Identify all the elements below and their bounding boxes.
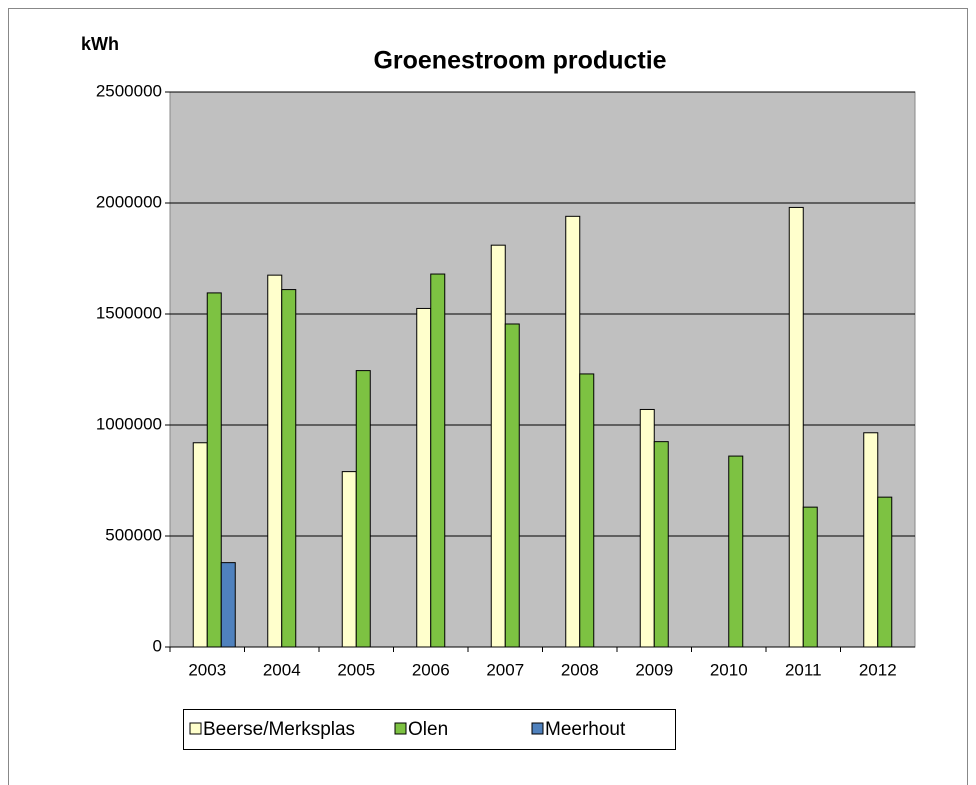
bar [653, 441, 669, 648]
bar [341, 471, 357, 648]
bar [192, 442, 208, 648]
bar [579, 373, 595, 648]
legend-swatch [394, 722, 407, 735]
legend-swatch [531, 722, 544, 735]
y-tick-label: 2000000 [96, 192, 162, 211]
legend-label: Olen [408, 719, 448, 740]
y-tick-label: 500000 [105, 525, 162, 544]
bar [430, 273, 446, 648]
x-tick-label: 2012 [859, 660, 897, 679]
bar [565, 215, 581, 648]
bar [206, 292, 222, 648]
x-tick-label: 2008 [561, 660, 599, 679]
y-tick-label: 2500000 [96, 81, 162, 100]
x-tick-label: 2011 [785, 660, 822, 679]
bar [416, 307, 432, 648]
bar [802, 506, 818, 648]
y-tick-label: 1000000 [96, 414, 162, 433]
bar [267, 274, 283, 648]
bar [281, 289, 297, 648]
bar [220, 562, 236, 648]
x-tick-label: 2006 [412, 660, 450, 679]
bar [504, 323, 520, 648]
x-tick-label: 2009 [635, 660, 673, 679]
y-tick-label: 1500000 [96, 303, 162, 322]
bar [788, 206, 804, 648]
x-tick-label: 2007 [486, 660, 524, 679]
legend-label: Meerhout [545, 719, 626, 740]
bar [490, 244, 506, 648]
bar [639, 408, 655, 648]
y-axis-label: kWh [81, 34, 119, 54]
x-tick-label: 2003 [188, 660, 226, 679]
legend-swatch [189, 722, 202, 735]
y-tick-label: 0 [153, 636, 162, 655]
x-tick-label: 2005 [337, 660, 375, 679]
legend-label: Beerse/Merksplas [203, 719, 355, 740]
x-tick-label: 2004 [263, 660, 301, 679]
bar [355, 370, 371, 648]
x-tick-label: 2010 [710, 660, 748, 679]
chart-title: Groenestroom productie [373, 47, 666, 75]
bar [863, 432, 879, 648]
bar [728, 455, 744, 648]
legend-box [183, 709, 676, 750]
bar [877, 496, 893, 648]
